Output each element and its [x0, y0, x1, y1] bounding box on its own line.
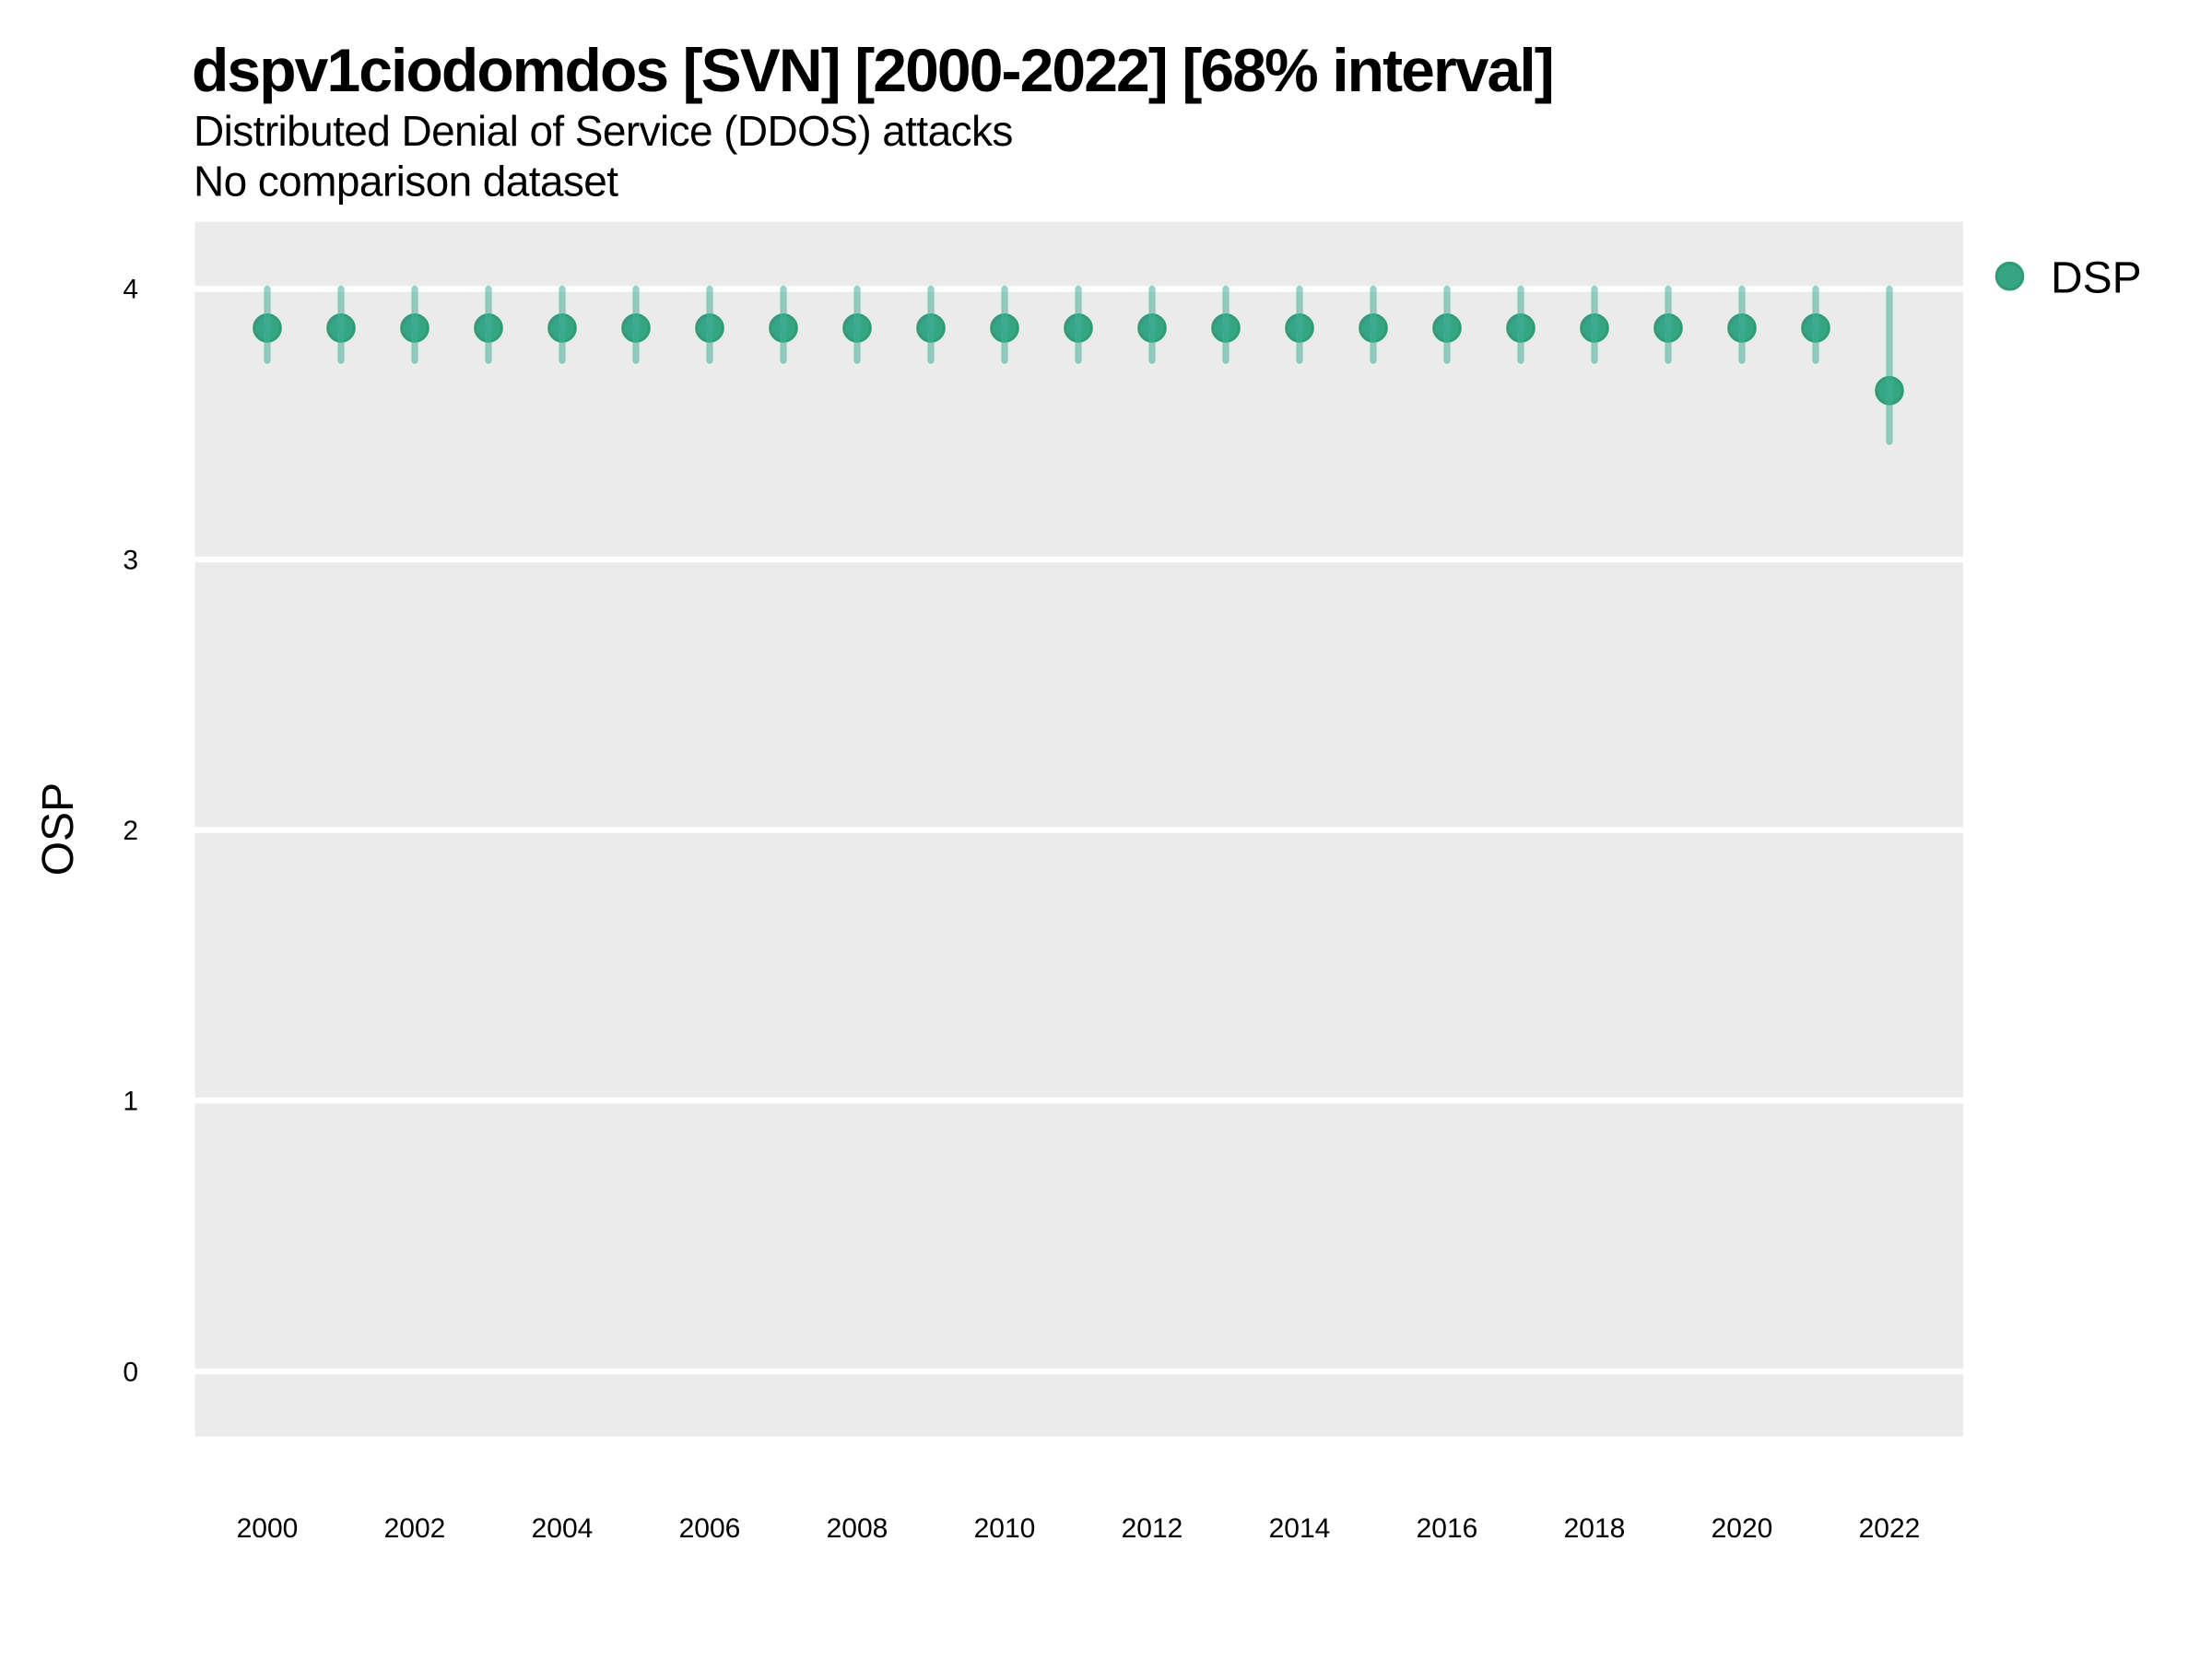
- svg-text:2016: 2016: [1417, 1513, 1478, 1544]
- svg-text:2010: 2010: [974, 1513, 1036, 1544]
- svg-text:0: 0: [123, 1357, 138, 1387]
- svg-text:2018: 2018: [1564, 1513, 1626, 1544]
- svg-text:2008: 2008: [827, 1513, 888, 1544]
- svg-text:dspv1ciodomdos [SVN] [2000-202: dspv1ciodomdos [SVN] [2000-2022] [68% in…: [192, 36, 1553, 104]
- svg-text:No comparison dataset: No comparison dataset: [194, 157, 618, 205]
- svg-text:DSP: DSP: [2051, 254, 2142, 303]
- svg-text:2012: 2012: [1122, 1513, 1183, 1544]
- svg-text:4: 4: [123, 275, 138, 305]
- svg-text:2004: 2004: [532, 1513, 594, 1544]
- svg-text:3: 3: [123, 545, 138, 575]
- svg-text:2002: 2002: [384, 1513, 446, 1544]
- svg-text:2: 2: [123, 816, 138, 846]
- svg-text:2006: 2006: [679, 1513, 741, 1544]
- svg-text:2022: 2022: [1859, 1513, 1921, 1544]
- svg-text:2000: 2000: [237, 1513, 299, 1544]
- svg-text:Distributed Denial of Service: Distributed Denial of Service (DDOS) att…: [194, 107, 1013, 155]
- svg-text:2020: 2020: [1712, 1513, 1773, 1544]
- svg-text:2014: 2014: [1269, 1513, 1331, 1544]
- svg-text:OSP: OSP: [34, 782, 83, 876]
- svg-text:1: 1: [123, 1086, 138, 1116]
